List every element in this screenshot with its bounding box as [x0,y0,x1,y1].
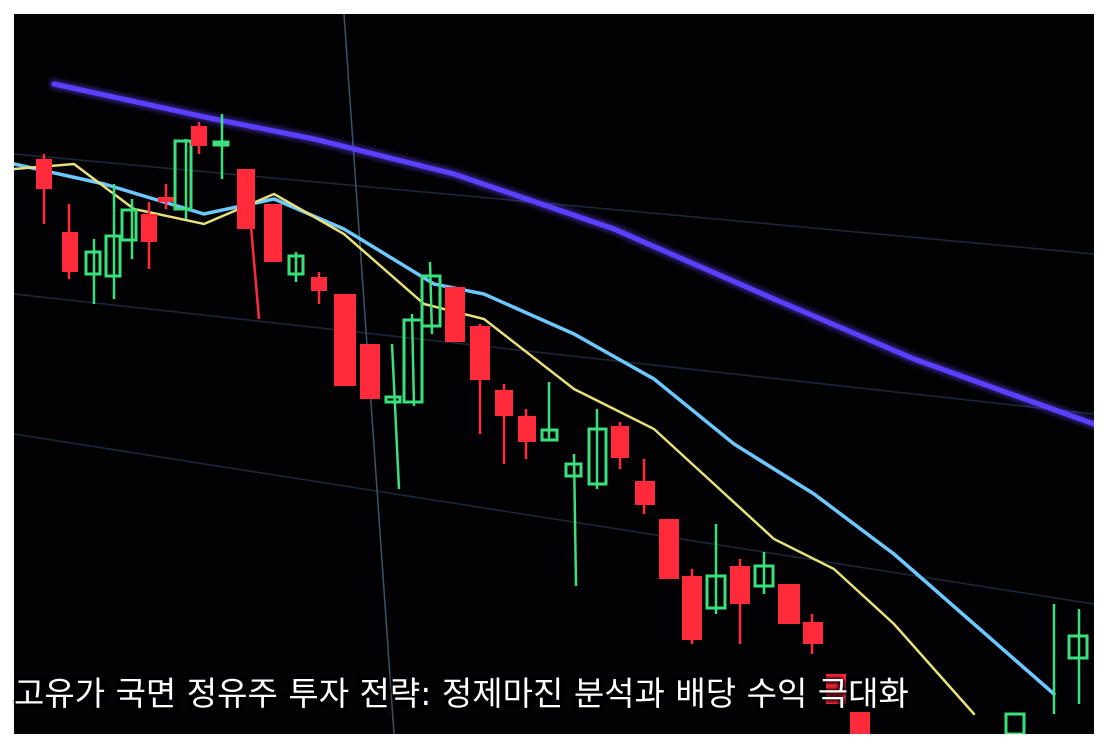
chart-photo [14,14,1094,734]
candlestick-scene [14,14,1094,734]
candles [36,114,1089,734]
moving-averages [14,79,1094,716]
caption: 고유가 국면 정유주 투자 전략: 정제마진 분석과 배당 수익 극대화 [14,674,909,713]
